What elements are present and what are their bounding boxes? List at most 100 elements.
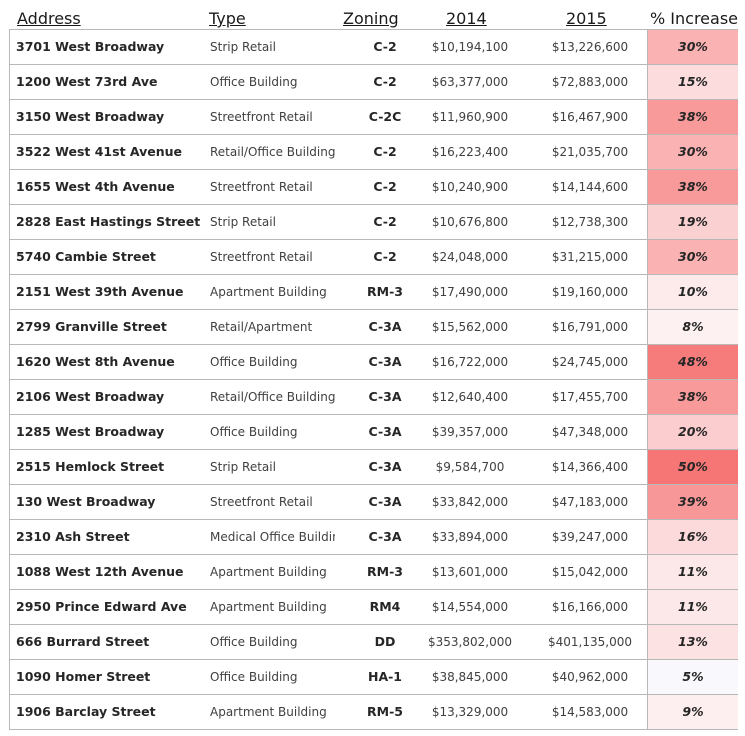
value-2014-cell: $353,802,000: [428, 635, 512, 649]
value-2014-cell: $39,357,000: [431, 425, 509, 439]
increase-cell: 30%: [647, 30, 738, 64]
address-cell: 1906 Barclay Street: [16, 704, 156, 719]
header-address[interactable]: Address: [17, 9, 81, 28]
zoning-cell: HA-1: [367, 669, 403, 684]
table-row[interactable]: 1088 West 12th Avenue Apartment Building R…: [10, 555, 738, 590]
zoning-cell: C-3A: [368, 529, 402, 544]
type-cell: Office Building: [210, 670, 298, 684]
value-2015-cell: $31,215,000: [551, 250, 629, 264]
increase-cell: 50%: [647, 450, 738, 484]
table-row[interactable]: 1285 West Broadway Office Building C-3A $39…: [10, 415, 738, 450]
value-2014-cell: $24,048,000: [431, 250, 509, 264]
zoning-cell: C-2: [373, 74, 397, 89]
increase-cell: 38%: [647, 100, 738, 134]
type-cell: Office Building: [210, 425, 298, 439]
address-cell: 5740 Cambie Street: [16, 249, 156, 264]
value-2015-cell: $72,883,000: [551, 75, 629, 89]
type-cell: Office Building: [210, 635, 298, 649]
increase-cell: 16%: [647, 520, 738, 554]
value-2014-cell: $9,584,700: [435, 460, 505, 474]
increase-cell: 5%: [647, 660, 738, 694]
increase-cell: 19%: [647, 205, 738, 239]
value-2014-cell: $13,329,000: [431, 705, 509, 719]
type-cell: Medical Office Building: [210, 530, 335, 544]
address-cell: 2515 Hemlock Street: [16, 459, 165, 474]
address-cell: 2799 Granville Street: [16, 319, 167, 334]
increase-cell: 30%: [647, 135, 738, 169]
address-cell: 1088 West 12th Avenue: [16, 564, 184, 579]
value-2014-cell: $33,842,000: [431, 495, 509, 509]
address-cell: 1655 West 4th Avenue: [16, 179, 175, 194]
value-2015-cell: $14,144,600: [551, 180, 629, 194]
type-cell: Office Building: [210, 355, 298, 369]
type-cell: Office Building: [210, 75, 298, 89]
address-cell: 1090 Homer Street: [16, 669, 151, 684]
table-row[interactable]: 1620 West 8th Avenue Office Building C-3A $…: [10, 345, 738, 380]
zoning-cell: C-3A: [368, 319, 402, 334]
table-row[interactable]: 5740 Cambie Street Streetfront Retail C-2 $…: [10, 240, 738, 275]
value-2014-cell: $10,194,100: [431, 40, 509, 54]
table-row[interactable]: 130 West Broadway Streetfront Retail C-3A $…: [10, 485, 738, 520]
value-2015-cell: $16,467,900: [551, 110, 629, 124]
address-cell: 666 Burrard Street: [16, 634, 150, 649]
type-cell: Retail/Apartment: [210, 320, 313, 334]
type-cell: Streetfront Retail: [210, 495, 313, 509]
table-row[interactable]: 3150 West Broadway Streetfront Retail C-2C…: [10, 100, 738, 135]
address-cell: 3701 West Broadway: [16, 39, 165, 54]
type-cell: Retail/Office Building: [210, 145, 335, 159]
table-row[interactable]: 1200 West 73rd Ave Office Building C-2 $63,…: [10, 65, 738, 100]
table-row[interactable]: 2515 Hemlock Street Strip Retail C-3A $9,58…: [10, 450, 738, 485]
table-row[interactable]: 2310 Ash Street Medical Office Building C-…: [10, 520, 738, 555]
address-cell: 2310 Ash Street: [16, 529, 130, 544]
type-cell: Strip Retail: [210, 40, 276, 54]
header-2015[interactable]: 2015: [566, 9, 607, 28]
address-cell: 2950 Prince Edward Ave: [16, 599, 187, 614]
table-row[interactable]: 2106 West Broadway Retail/Office Building…: [10, 380, 738, 415]
table-row[interactable]: 3522 West 41st Avenue Retail/Office Build…: [10, 135, 738, 170]
value-2014-cell: $14,554,000: [431, 600, 509, 614]
zoning-cell: C-3A: [368, 354, 402, 369]
header-zoning[interactable]: Zoning: [343, 9, 399, 28]
value-2015-cell: $12,738,300: [551, 215, 629, 229]
table-row[interactable]: 666 Burrard Street Office Building DD $353,…: [10, 625, 738, 660]
value-2014-cell: $11,960,900: [431, 110, 509, 124]
increase-cell: 13%: [647, 625, 738, 659]
table-row[interactable]: 3701 West Broadway Strip Retail C-2 $10,194…: [10, 30, 738, 65]
type-cell: Apartment Building: [210, 600, 327, 614]
value-2014-cell: $10,676,800: [431, 215, 509, 229]
type-cell: Retail/Office Building: [210, 390, 335, 404]
header-increase[interactable]: % Increase: [650, 9, 738, 28]
value-2014-cell: $63,377,000: [431, 75, 509, 89]
header-2014[interactable]: 2014: [446, 9, 487, 28]
value-2014-cell: $16,223,400: [431, 145, 509, 159]
address-cell: 3522 West 41st Avenue: [16, 144, 183, 159]
type-cell: Strip Retail: [210, 215, 276, 229]
address-cell: 3150 West Broadway: [16, 109, 165, 124]
value-2015-cell: $17,455,700: [551, 390, 629, 404]
header-type[interactable]: Type: [209, 9, 246, 28]
increase-cell: 9%: [647, 695, 738, 729]
zoning-cell: C-2: [373, 249, 397, 264]
address-cell: 130 West Broadway: [16, 494, 156, 509]
zoning-cell: RM-3: [367, 284, 403, 299]
table-row[interactable]: 2950 Prince Edward Ave Apartment Building…: [10, 590, 738, 625]
type-cell: Streetfront Retail: [210, 110, 313, 124]
table-row[interactable]: 2151 West 39th Avenue Apartment Building R…: [10, 275, 738, 310]
table-row[interactable]: 2828 East Hastings Street Strip Retail C-2…: [10, 205, 738, 240]
value-2015-cell: $19,160,000: [551, 285, 629, 299]
table-row[interactable]: 1655 West 4th Avenue Streetfront Retail C-…: [10, 170, 738, 205]
table-row[interactable]: 2799 Granville Street Retail/Apartment C-3…: [10, 310, 738, 345]
property-table: 3701 West Broadway Strip Retail C-2 $10,194…: [9, 29, 738, 730]
increase-cell: 10%: [647, 275, 738, 309]
increase-cell: 11%: [647, 555, 738, 589]
zoning-cell: C-2: [373, 179, 397, 194]
address-cell: 1285 West Broadway: [16, 424, 165, 439]
zoning-cell: C-2: [373, 214, 397, 229]
zoning-cell: C-3A: [368, 494, 402, 509]
address-cell: 2151 West 39th Avenue: [16, 284, 184, 299]
increase-cell: 15%: [647, 65, 738, 99]
table-row[interactable]: 1906 Barclay Street Apartment Building RM-…: [10, 695, 738, 730]
value-2015-cell: $47,183,000: [551, 495, 629, 509]
value-2015-cell: $47,348,000: [551, 425, 629, 439]
table-row[interactable]: 1090 Homer Street Office Building HA-1 $38,…: [10, 660, 738, 695]
